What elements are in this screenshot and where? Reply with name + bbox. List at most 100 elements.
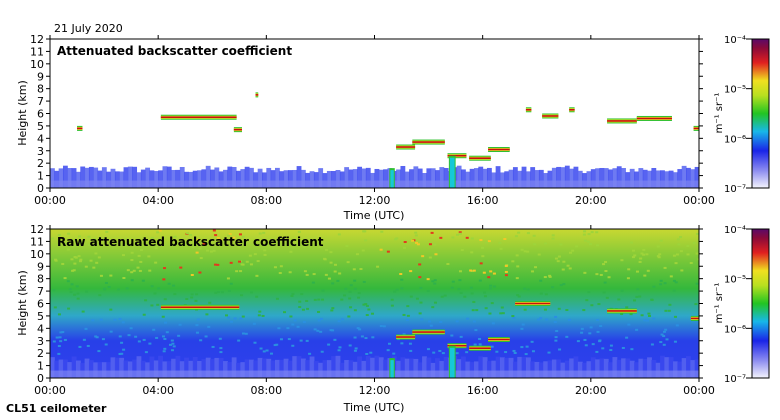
- boundary-layer-cell: [525, 357, 531, 378]
- boundary-layer-cell: [435, 170, 440, 188]
- boundary-layer-cell: [370, 357, 375, 378]
- noise-speckle: [161, 315, 165, 318]
- boundary-layer-cell: [551, 359, 557, 378]
- noise-speckle: [61, 331, 65, 334]
- boundary-layer-cell: [236, 170, 241, 188]
- noise-speckle: [216, 291, 220, 294]
- y-tick-label: 0: [37, 372, 44, 385]
- noise-speckle: [568, 267, 572, 270]
- noise-speckle: [216, 236, 220, 239]
- noise-speckle: [249, 263, 253, 266]
- noise-speckle: [470, 251, 474, 254]
- noise-speckle: [625, 306, 629, 309]
- noise-speckle: [70, 283, 74, 286]
- noise-speckle: [621, 346, 625, 349]
- noise-speckle: [227, 289, 231, 292]
- noise-speckle: [237, 238, 241, 241]
- noise-speckle: [243, 242, 247, 245]
- noise-speckle: [630, 241, 634, 244]
- noise-speckle: [170, 339, 174, 342]
- cloud-layer: [693, 127, 699, 130]
- noise-speckle: [77, 255, 81, 258]
- noise-speckle: [602, 263, 606, 266]
- y-axis-title: Height (km): [16, 270, 29, 336]
- noise-speckle: [121, 321, 125, 324]
- noise-speckle: [301, 308, 305, 311]
- cloud-layer: [469, 157, 491, 159]
- noise-speckle: [317, 242, 321, 245]
- noise-speckle: [635, 295, 639, 298]
- boundary-layer-cell: [140, 169, 146, 188]
- x-tick-label: 20:00: [575, 194, 607, 207]
- boundary-layer-cell: [93, 167, 99, 188]
- noise-speckle: [337, 320, 341, 323]
- boundary-layer-cell: [590, 169, 596, 188]
- noise-speckle: [97, 350, 101, 353]
- y-tick-label: 11: [30, 235, 44, 248]
- noise-speckle: [458, 232, 462, 235]
- noise-speckle: [599, 325, 603, 328]
- noise-speckle: [142, 313, 146, 316]
- noise-speckle: [370, 312, 374, 315]
- boundary-layer-cell: [274, 167, 280, 188]
- noise-speckle: [78, 242, 82, 245]
- noise-speckle: [390, 304, 394, 307]
- boundary-layer-cell: [296, 166, 302, 188]
- noise-speckle: [414, 234, 418, 237]
- noise-speckle: [81, 310, 85, 313]
- noise-speckle: [253, 253, 257, 256]
- boundary-layer-cell: [140, 360, 146, 378]
- boundary-layer-cell: [586, 171, 592, 188]
- noise-speckle: [481, 255, 485, 258]
- noise-speckle: [329, 251, 333, 254]
- noise-speckle: [240, 294, 244, 297]
- noise-speckle: [224, 314, 228, 317]
- noise-speckle: [515, 254, 519, 257]
- boundary-layer-cell: [80, 363, 86, 378]
- noise-speckle: [415, 241, 419, 244]
- noise-speckle: [63, 277, 67, 280]
- noise-speckle: [499, 312, 503, 315]
- noise-speckle: [71, 245, 75, 248]
- colorbar-tick-label: 10⁻⁶: [724, 324, 746, 335]
- boundary-layer-cell: [231, 357, 237, 378]
- boundary-layer-cell: [201, 359, 207, 378]
- noise-speckle: [583, 239, 587, 242]
- noise-speckle: [658, 253, 662, 256]
- noise-speckle: [607, 276, 611, 279]
- noise-speckle: [220, 291, 224, 294]
- noise-speckle: [138, 269, 142, 272]
- noise-speckle: [482, 271, 486, 274]
- noise-speckle: [692, 241, 696, 244]
- boundary-layer-cell: [54, 360, 60, 378]
- boundary-layer-cell: [456, 359, 462, 378]
- noise-speckle: [631, 249, 635, 252]
- noise-speckle: [85, 290, 89, 293]
- noise-speckle: [348, 290, 352, 293]
- boundary-layer-cell: [439, 360, 445, 378]
- noise-speckle: [279, 265, 283, 268]
- colorbar-unit-label: m⁻¹ sr⁻¹: [714, 283, 725, 324]
- noise-speckle: [258, 310, 262, 313]
- noise-speckle: [239, 270, 243, 273]
- colorbar-scale: [751, 228, 770, 379]
- boundary-layer-cell: [279, 171, 285, 188]
- boundary-layer-cell: [694, 359, 699, 378]
- noise-speckle: [650, 343, 654, 346]
- noise-speckle: [121, 254, 125, 257]
- noise-speckle: [553, 321, 557, 324]
- cloud-layer: [469, 347, 491, 349]
- noise-speckle: [79, 258, 83, 261]
- noise-speckle: [465, 236, 469, 239]
- noise-speckle: [575, 245, 579, 248]
- noise-speckle: [142, 338, 146, 341]
- boundary-layer-cell: [145, 167, 151, 188]
- noise-speckle: [289, 315, 293, 318]
- noise-speckle: [415, 297, 419, 300]
- boundary-layer-cell: [664, 357, 670, 378]
- x-axis-title: Time (UTC): [343, 209, 405, 222]
- boundary-layer-cell: [223, 169, 228, 188]
- noise-speckle: [414, 231, 418, 234]
- boundary-layer-cell: [495, 166, 501, 188]
- noise-speckle: [363, 230, 367, 233]
